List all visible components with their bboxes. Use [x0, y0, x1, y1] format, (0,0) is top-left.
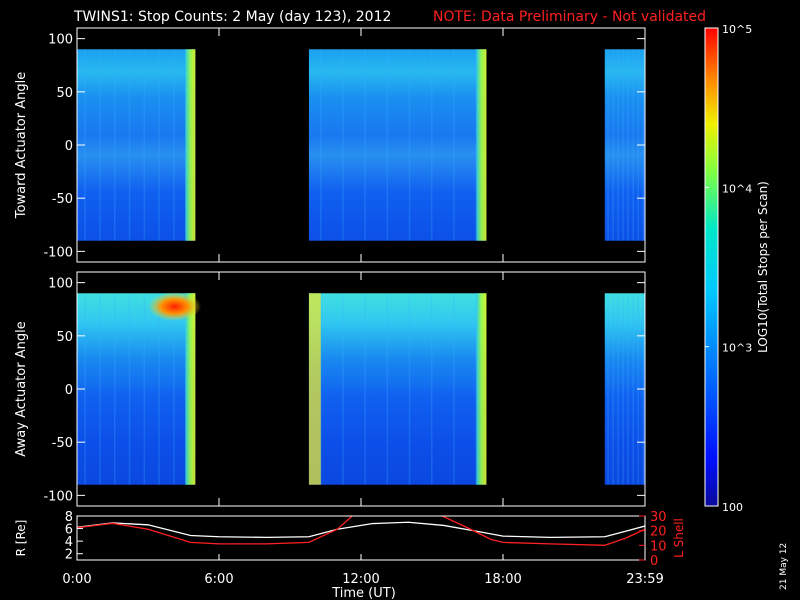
y-axis-label: R [Re] — [14, 520, 28, 557]
heatmap-block — [308, 49, 487, 241]
heatmap-streak — [158, 293, 160, 485]
y-tick-label: 2 — [65, 548, 73, 563]
y-tick-label: 6 — [65, 523, 73, 538]
x-axis-label: Time (UT) — [331, 586, 396, 600]
heatmap-streak — [430, 49, 433, 241]
away-angle-panel: -100 -50 0 50 100 Away Actuator Angle — [14, 271, 646, 507]
heatmap-block — [308, 293, 487, 485]
colorbar: 100 10^3 10^4 10^5 — [704, 23, 752, 514]
y-tick-label: -100 — [43, 245, 73, 260]
heatmap-streak — [99, 49, 101, 241]
heatmap-streak — [408, 293, 411, 485]
y-right-tick-label: 20 — [650, 525, 667, 540]
heatmap-streak — [632, 49, 634, 241]
heatmap-block — [77, 293, 196, 485]
heatmap-streak — [342, 293, 344, 485]
heatmap-streak — [453, 293, 455, 485]
x-tick-label: 23:59 — [626, 572, 663, 587]
colorbar-tick-label: 10^4 — [722, 182, 752, 195]
y-right-tick-label: 30 — [650, 510, 667, 525]
y-tick-label: 0 — [65, 139, 73, 154]
heatmap-streak — [607, 49, 609, 241]
heatmap-streak — [364, 293, 366, 485]
colorbar-tick-label: 10^3 — [722, 342, 752, 355]
y-axis-label: Away Actuator Angle — [14, 321, 29, 456]
heatmap-streak — [386, 49, 389, 241]
heatmap-streak — [342, 49, 344, 241]
heatmap-streak — [632, 293, 634, 485]
heatmap-streak — [386, 293, 389, 485]
y-tick-label: 100 — [48, 277, 73, 292]
heatmap-hotspot — [148, 292, 202, 321]
heatmap-streak — [430, 293, 433, 485]
y-tick-label: -50 — [52, 436, 73, 451]
l-shell-line — [77, 516, 645, 546]
heatmap-bright-band — [308, 293, 321, 485]
y-tick-label: 0 — [65, 383, 73, 398]
heatmap-streak — [173, 49, 175, 241]
heatmap-streak — [622, 49, 624, 241]
heatmap-streak — [173, 293, 175, 485]
x-tick-label: 6:00 — [204, 572, 233, 587]
heatmap-streak — [612, 49, 614, 241]
y-tick-label: 50 — [56, 86, 73, 101]
x-tick-label: 0:00 — [62, 572, 91, 587]
heatmap-streak — [84, 293, 86, 485]
heatmap-streak — [320, 293, 322, 485]
y-right-tick-label: 10 — [650, 539, 667, 554]
radius-line — [77, 521, 645, 539]
heatmap-bright-band — [185, 293, 196, 485]
heatmap-streak — [128, 49, 131, 241]
colorbar-label: LOG10(Total Stops per Scan) — [756, 181, 770, 353]
heatmap-streak — [607, 293, 609, 485]
panel-frame — [76, 515, 646, 561]
y-tick-label: -100 — [43, 489, 73, 504]
heatmap-bright-band — [185, 49, 196, 241]
heatmap-streak — [627, 293, 629, 485]
date-stamp: 21 May 12 — [779, 543, 789, 590]
heatmap-block — [77, 49, 196, 241]
heatmap-streak — [143, 293, 146, 485]
heatmap-bright-band — [476, 49, 487, 241]
heatmap-streak — [143, 49, 146, 241]
y-tick-label: 50 — [56, 330, 73, 345]
heatmap-streak — [99, 293, 101, 485]
toward-angle-panel: -100 -50 0 50 100 Toward Actuator Angle — [14, 27, 646, 263]
heatmap-streak — [617, 293, 619, 485]
heatmap-streak — [627, 49, 629, 241]
heatmap-streak — [320, 49, 322, 241]
preliminary-note: NOTE: Data Preliminary - Not validated — [433, 9, 706, 25]
figure-title: TWINS1: Stop Counts: 2 May (day 123), 20… — [73, 9, 391, 25]
y-right-tick-label: 0 — [650, 554, 658, 569]
heatmap-streak — [475, 293, 477, 485]
y-tick-label: 8 — [65, 510, 73, 525]
y-tick-label: -50 — [52, 192, 73, 207]
heatmap-streak — [84, 49, 86, 241]
heatmap-streak — [475, 49, 477, 241]
heatmap-streak — [113, 293, 116, 485]
heatmap-streak — [128, 293, 131, 485]
heatmap-bright-band — [476, 293, 487, 485]
colorbar-tick-label: 100 — [722, 501, 743, 514]
heatmap-streak — [408, 49, 411, 241]
x-tick-label: 18:00 — [484, 572, 521, 587]
x-tick-label: 12:00 — [342, 572, 379, 587]
y-right-axis-label: L Shell — [672, 518, 686, 558]
heatmap-streak — [617, 49, 619, 241]
heatmap-streak — [622, 293, 624, 485]
heatmap-streak — [612, 293, 614, 485]
heatmap-streak — [453, 49, 455, 241]
heatmap-streak — [158, 49, 160, 241]
y-tick-label: 100 — [48, 33, 73, 48]
colorbar-tick-label: 10^5 — [722, 23, 752, 36]
heatmap-streak — [364, 49, 366, 241]
heatmap-streak — [113, 49, 116, 241]
y-tick-label: 4 — [65, 535, 73, 550]
y-axis-label: Toward Actuator Angle — [14, 72, 29, 219]
colorbar-gradient — [704, 27, 719, 507]
